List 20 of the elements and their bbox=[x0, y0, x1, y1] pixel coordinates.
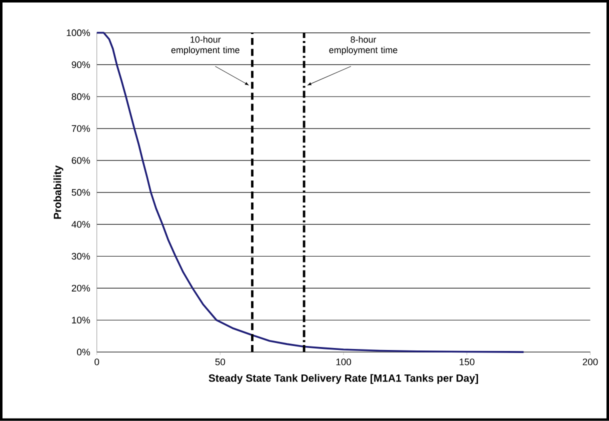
x-tick-label: 50 bbox=[215, 358, 226, 366]
y-axis-title: Probability bbox=[53, 165, 64, 219]
y-tick-label: 20% bbox=[72, 284, 90, 292]
x-axis-title: Steady State Tank Delivery Rate [M1A1 Tanks per Day] bbox=[208, 374, 478, 384]
x-tick-label: 150 bbox=[460, 358, 474, 366]
x-tick-label: 200 bbox=[582, 358, 598, 366]
y-tick-label: 0% bbox=[76, 348, 90, 356]
y-tick-label: 50% bbox=[72, 189, 90, 196]
ref-line-label: 8-hour employment time bbox=[329, 36, 398, 56]
ref-line-label: 10-hour employment time bbox=[171, 36, 240, 56]
x-tick-label: 100 bbox=[336, 358, 352, 366]
y-tick-label: 70% bbox=[72, 125, 90, 132]
y-tick-label: 30% bbox=[72, 252, 90, 260]
y-tick-label: 80% bbox=[72, 93, 90, 100]
y-tick-label: 10% bbox=[72, 316, 90, 324]
y-tick-label: 60% bbox=[72, 157, 90, 164]
x-tick-label: 0 bbox=[94, 358, 100, 366]
y-tick-label: 90% bbox=[72, 61, 90, 68]
y-tick-label: 100% bbox=[66, 30, 90, 36]
y-tick-label: 40% bbox=[72, 221, 90, 228]
